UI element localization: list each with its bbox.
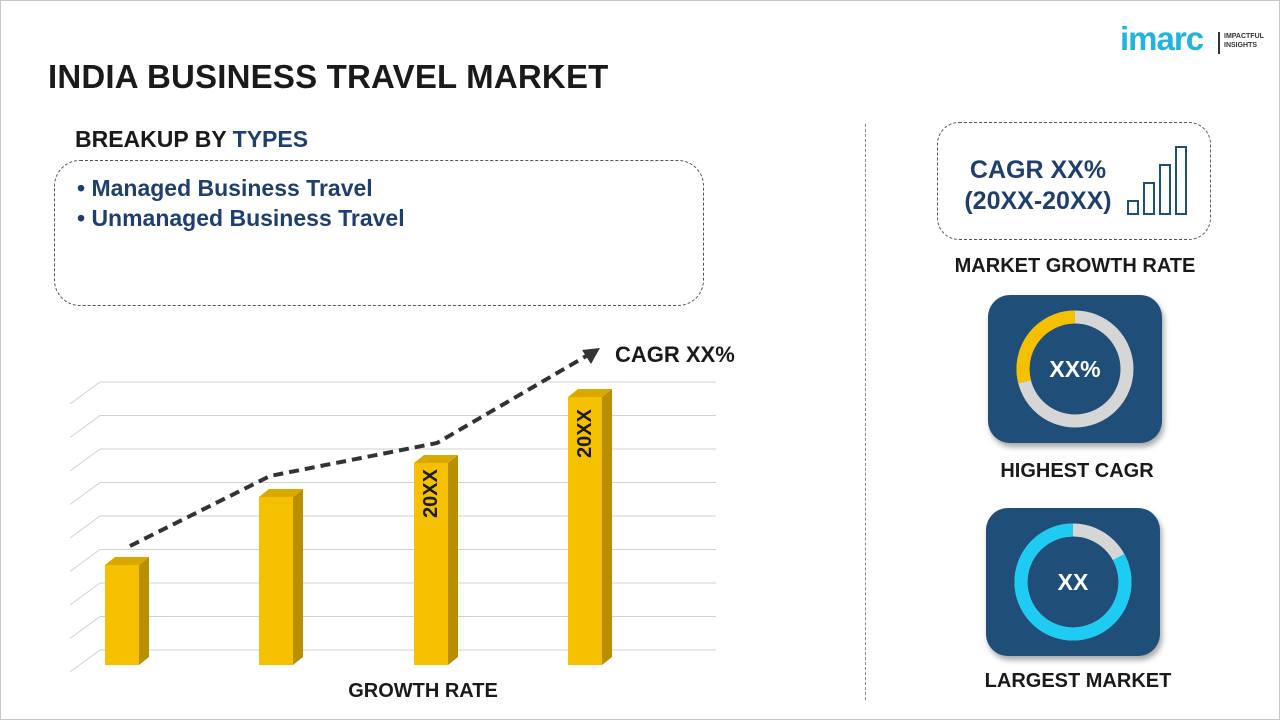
grid-line xyxy=(69,549,101,572)
chart-bars xyxy=(105,389,612,665)
imarc-logo: imarc IMPACTFUL INSIGHTS xyxy=(1120,12,1280,57)
chart-floor-grid xyxy=(69,381,716,673)
market-growth-label: MARKET GROWTH RATE xyxy=(954,255,1196,277)
bar-side xyxy=(139,557,149,665)
highest-cagr-tile: XX% xyxy=(988,295,1162,443)
highest-cagr-label: HIGHEST CAGR xyxy=(1000,460,1154,482)
page-title: INDIA BUSINESS TRAVEL MARKET xyxy=(48,58,609,95)
donut-fill xyxy=(1014,523,1132,641)
bar-top xyxy=(105,557,149,565)
trend-arrow xyxy=(129,348,600,548)
grid-line xyxy=(69,482,101,505)
market-growth-value: CAGR XX% (20XX-20XX) xyxy=(964,156,1112,215)
largest-market-tile: XX xyxy=(986,508,1160,656)
bar xyxy=(414,463,448,665)
bar-top xyxy=(568,389,612,397)
largest-market-label: LARGEST MARKET xyxy=(984,670,1172,692)
grid-line xyxy=(69,515,101,539)
bar-side xyxy=(448,455,458,665)
grid-line xyxy=(69,649,101,673)
bar xyxy=(568,397,602,665)
grid-line xyxy=(69,415,101,438)
market-growth-box: CAGR XX% (20XX-20XX) xyxy=(937,122,1211,240)
grid-line xyxy=(69,616,101,639)
type-item: • Managed Business Travel xyxy=(77,175,373,201)
donut-fill xyxy=(1016,310,1076,384)
donut-gauge-icon xyxy=(1014,523,1132,641)
types-box: • Managed Business Travel • Unmanaged Bu… xyxy=(54,160,704,306)
bar-chart-icon xyxy=(1127,146,1187,215)
bar-side xyxy=(602,389,612,665)
chart-cagr-label: CAGR XX% xyxy=(615,342,735,367)
breakup-heading: BREAKUP BY TYPES xyxy=(75,126,309,152)
grid-line xyxy=(69,582,101,606)
chart-x-label: GROWTH RATE xyxy=(348,680,498,702)
bar xyxy=(259,497,293,665)
type-item: • Unmanaged Business Travel xyxy=(77,205,405,231)
logo-divider xyxy=(1218,32,1220,54)
logo-wordmark: imarc xyxy=(1120,20,1204,57)
grid-line xyxy=(69,381,101,405)
section-divider xyxy=(865,124,866,700)
bar-side xyxy=(293,489,303,665)
bar-label: 20XX xyxy=(419,469,442,518)
bar-top xyxy=(259,489,303,497)
bar xyxy=(105,565,139,665)
grid-line xyxy=(69,448,101,472)
donut-gauge-icon xyxy=(1016,310,1134,428)
logo-tagline: IMPACTFUL INSIGHTS xyxy=(1224,33,1264,49)
growth-chart xyxy=(69,348,716,673)
bar-top xyxy=(414,455,458,463)
bar-label: 20XX xyxy=(573,409,596,458)
